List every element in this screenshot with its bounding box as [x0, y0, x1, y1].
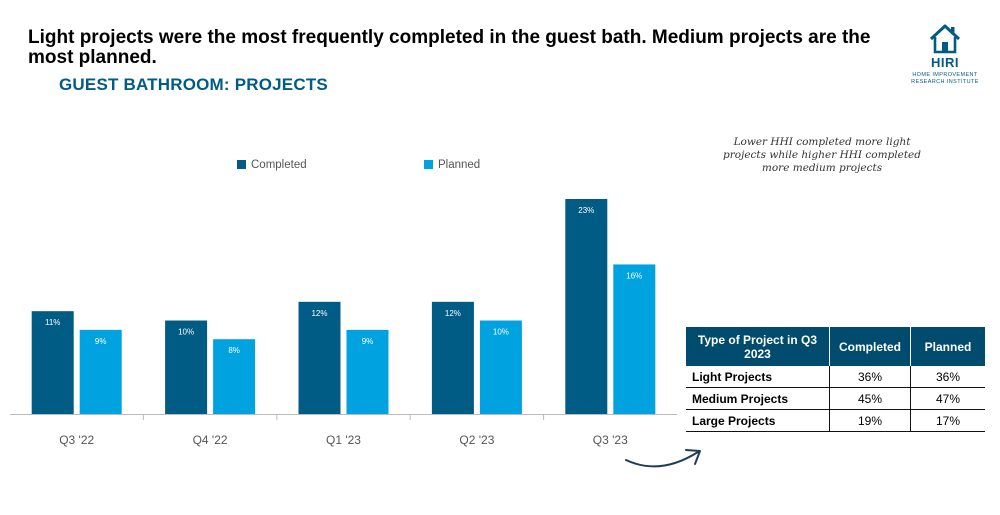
- logo-name: HIRI: [931, 55, 959, 70]
- x-tick-label: Q2 '23: [459, 433, 494, 447]
- x-tick-label: Q1 '23: [326, 433, 361, 447]
- data-label: 16%: [626, 271, 642, 280]
- bar-completed: [165, 320, 208, 414]
- legend-label-completed: Completed: [251, 159, 307, 171]
- data-label: 9%: [362, 337, 374, 346]
- bar-planned: [213, 339, 256, 414]
- bar-completed: [431, 301, 474, 414]
- table-cell-completed: 36%: [829, 366, 911, 388]
- bar-planned: [613, 264, 656, 414]
- logo-tagline-line-1: HOME IMPROVEMENT: [912, 72, 978, 78]
- bar-planned: [346, 329, 389, 414]
- table-cell-type: Light Projects: [686, 366, 830, 388]
- bar-completed: [565, 199, 608, 414]
- table-cell-type: Medium Projects: [686, 387, 830, 410]
- bar-completed: [31, 311, 74, 414]
- table-header-completed: Completed: [829, 327, 911, 366]
- table-header-type: Type of Project in Q3 2023: [686, 327, 830, 366]
- arrow-icon: [625, 451, 699, 468]
- hiri-logo: HIRI HOME IMPROVEMENT RESEARCH INSTITUTE: [905, 22, 985, 92]
- data-label: 10%: [178, 328, 194, 337]
- table-cell-completed: 19%: [829, 409, 911, 432]
- data-label: 9%: [95, 337, 107, 346]
- arrow-head-icon: [685, 449, 701, 465]
- table-cell-planned: 17%: [910, 409, 985, 432]
- logo-tagline-line-2: RESEARCH INSTITUTE: [911, 79, 979, 85]
- legend-label-planned: Planned: [438, 159, 480, 171]
- data-label: 23%: [578, 206, 594, 215]
- table-row: Medium Projects 45% 47%: [686, 387, 985, 410]
- page-subtitle: GUEST BATHROOM: PROJECTS: [59, 75, 328, 94]
- table-row: Large Projects 19% 17%: [686, 409, 985, 432]
- table-cell-planned: 36%: [910, 366, 985, 388]
- legend-swatch-completed: [237, 160, 246, 169]
- legend-swatch-planned: [424, 160, 433, 169]
- headline: Light projects were the most frequently …: [28, 27, 871, 68]
- house-icon: [929, 24, 961, 54]
- bar-completed: [298, 301, 341, 414]
- table-row: Light Projects 36% 36%: [686, 366, 985, 388]
- bar-planned: [479, 320, 522, 414]
- table-header-planned: Planned: [910, 327, 985, 366]
- data-label: 12%: [311, 309, 327, 318]
- data-label: 12%: [445, 309, 461, 318]
- bar-planned: [79, 329, 122, 414]
- project-type-table: Type of Project in Q3 2023 Completed Pla…: [686, 327, 985, 432]
- x-tick-label: Q3 '22: [59, 433, 94, 447]
- table-cell-planned: 47%: [910, 387, 985, 410]
- annotation-note: Lower HHI completed more light projects …: [723, 136, 921, 174]
- table-header-row: Type of Project in Q3 2023 Completed Pla…: [686, 327, 985, 366]
- x-tick-label: Q3 '23: [593, 433, 628, 447]
- table-cell-completed: 45%: [829, 387, 911, 410]
- data-label: 11%: [45, 318, 60, 327]
- data-label: 10%: [493, 328, 509, 337]
- table-cell-type: Large Projects: [686, 409, 830, 432]
- data-label: 8%: [228, 346, 240, 355]
- x-tick-label: Q4 '22: [193, 433, 228, 447]
